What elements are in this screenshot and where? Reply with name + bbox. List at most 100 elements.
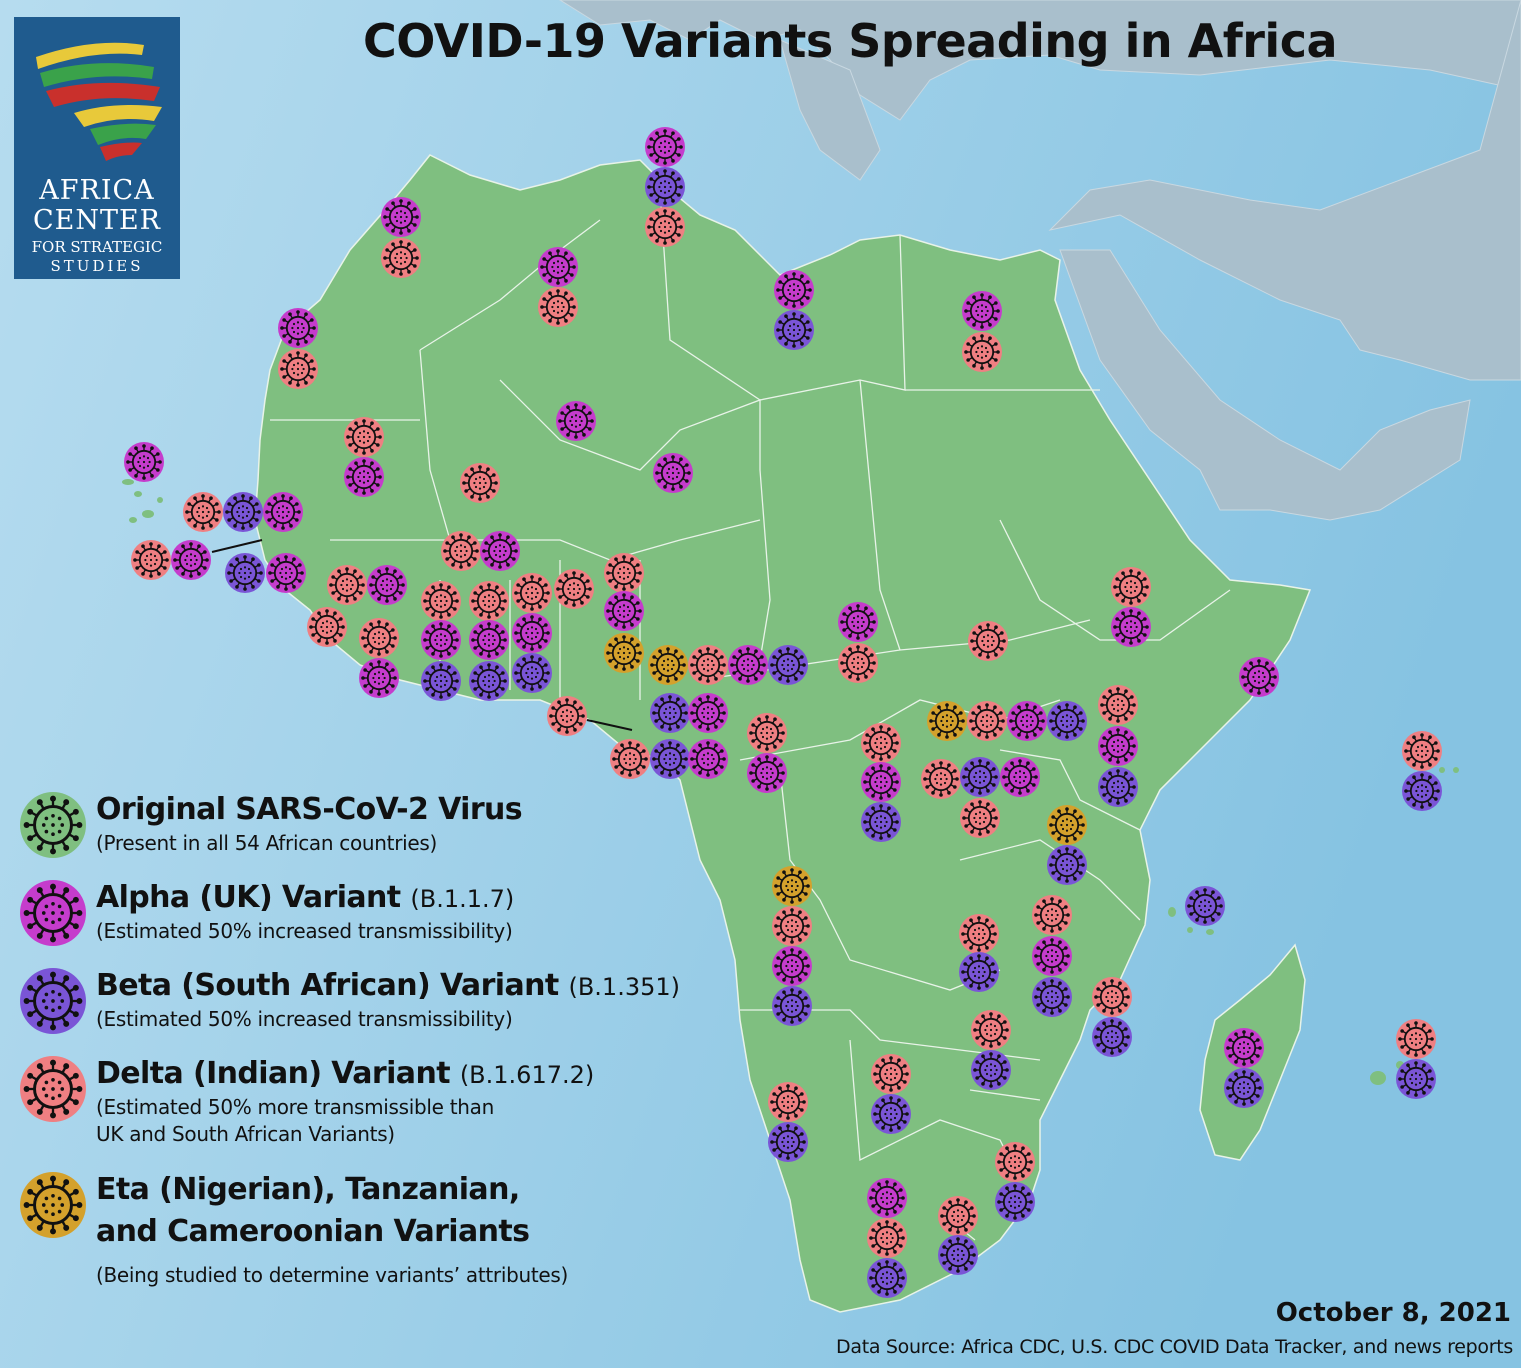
- alpha-virus-marker: [124, 442, 164, 482]
- legend-name: Eta (Nigerian), Tanzanian,: [96, 1172, 520, 1207]
- delta-virus-marker: [307, 607, 347, 647]
- legend-name-text: Delta (Indian) Variant: [96, 1056, 451, 1091]
- beta-virus-marker: [871, 1094, 911, 1134]
- alpha-virus-marker: [381, 197, 421, 237]
- page-title: COVID-19 Variants Spreading in Africa: [362, 14, 1338, 68]
- beta-virus-marker: [650, 739, 690, 779]
- beta-virus-marker: [938, 1235, 978, 1275]
- delta-virus-marker: [768, 1082, 808, 1122]
- delta-virus-marker: [995, 1142, 1035, 1182]
- delta-virus-marker: [1402, 731, 1442, 771]
- beta-virus-marker: [772, 986, 812, 1026]
- alpha-virus-marker: [556, 401, 596, 441]
- beta-virus-marker: [861, 802, 901, 842]
- delta-virus-marker: [1092, 977, 1132, 1017]
- legend-name: and Cameroonian Variants: [96, 1214, 530, 1249]
- alpha-virus-marker: [263, 492, 303, 532]
- delta-virus-marker: [183, 492, 223, 532]
- logo-line-1: AFRICA: [39, 175, 155, 206]
- legend-desc: (Present in all 54 African countries): [96, 831, 438, 855]
- beta-virus-marker: [1047, 701, 1087, 741]
- delta-virus-marker: [962, 332, 1002, 372]
- alpha-virus-marker: [747, 753, 787, 793]
- eta-virus-marker: [1047, 805, 1087, 845]
- legend-name: Delta (Indian) Variant (B.1.617.2): [96, 1056, 594, 1091]
- delta-virus-marker: [421, 581, 461, 621]
- beta-virus-icon: [20, 968, 86, 1034]
- delta-virus-marker: [1111, 567, 1151, 607]
- eta-virus-icon: [20, 1172, 86, 1238]
- legend-desc: (Estimated 50% more transmissible than: [96, 1095, 494, 1119]
- eta-virus-marker: [772, 866, 812, 906]
- beta-virus-marker: [512, 653, 552, 693]
- alpha-virus-marker: [861, 762, 901, 802]
- delta-virus-marker: [1098, 685, 1138, 725]
- beta-virus-marker: [995, 1182, 1035, 1222]
- delta-virus-marker: [960, 798, 1000, 838]
- beta-virus-marker: [959, 952, 999, 992]
- delta-virus-marker: [688, 645, 728, 685]
- delta-virus-marker: [1396, 1019, 1436, 1059]
- delta-virus-marker: [871, 1054, 911, 1094]
- alpha-virus-marker: [538, 247, 578, 287]
- logo-line-4: STUDIES: [50, 257, 144, 275]
- alpha-virus-marker: [645, 127, 685, 167]
- other-landmasses: [559, 0, 1521, 521]
- delta-virus-marker: [547, 696, 587, 736]
- beta-virus-marker: [20, 968, 86, 1034]
- alpha-virus-marker: [772, 946, 812, 986]
- alpha-virus-marker: [278, 308, 318, 348]
- legend-desc: (Estimated 50% increased transmissibilit…: [96, 1007, 513, 1031]
- alpha-virus-icon: [20, 880, 86, 946]
- delta-virus-marker: [20, 1056, 86, 1122]
- legend-desc: (Being studied to determine variants’ at…: [96, 1263, 569, 1287]
- data-source: Data Source: Africa CDC, U.S. CDC COVID …: [836, 1336, 1513, 1358]
- delta-virus-marker: [921, 759, 961, 799]
- alpha-virus-marker: [480, 531, 520, 571]
- delta-virus-marker: [327, 565, 367, 605]
- alpha-virus-marker: [20, 880, 86, 946]
- logo-line-2: CENTER: [32, 205, 162, 236]
- alpha-virus-marker: [688, 693, 728, 733]
- variant-markers: [124, 127, 1442, 1298]
- beta-virus-marker: [971, 1050, 1011, 1090]
- delta-virus-marker: [747, 713, 787, 753]
- legend-desc: (Estimated 50% increased transmissibilit…: [96, 919, 513, 943]
- delta-virus-marker: [968, 621, 1008, 661]
- legend-name: Alpha (UK) Variant (B.1.1.7): [96, 880, 514, 915]
- logo: AFRICA CENTER FOR STRATEGIC STUDIES: [14, 17, 180, 279]
- legend-code: (B.1.617.2): [459, 1061, 595, 1089]
- delta-virus-marker: [610, 739, 650, 779]
- alpha-virus-marker: [367, 565, 407, 605]
- delta-virus-marker: [959, 914, 999, 954]
- beta-virus-marker: [1185, 886, 1225, 926]
- legend-name-text: Alpha (UK) Variant: [96, 880, 401, 915]
- delta-virus-marker: [538, 287, 578, 327]
- delta-virus-marker: [381, 238, 421, 278]
- original-virus-icon: [20, 792, 86, 858]
- alpha-virus-marker: [1032, 936, 1072, 976]
- alpha-virus-marker: [688, 739, 728, 779]
- africa-stripes-logo-icon: [36, 42, 162, 161]
- alpha-virus-marker: [1000, 757, 1040, 797]
- delta-virus-marker: [131, 540, 171, 580]
- alpha-virus-marker: [1007, 701, 1047, 741]
- delta-virus-marker: [441, 531, 481, 571]
- delta-virus-marker: [460, 463, 500, 503]
- beta-virus-marker: [867, 1258, 907, 1298]
- beta-virus-marker: [469, 661, 509, 701]
- delta-virus-marker: [604, 553, 644, 593]
- beta-virus-marker: [650, 693, 690, 733]
- beta-virus-marker: [421, 661, 461, 701]
- beta-virus-marker: [1402, 771, 1442, 811]
- beta-virus-marker: [1224, 1068, 1264, 1108]
- beta-virus-marker: [1396, 1059, 1436, 1099]
- original-virus-marker: [20, 792, 86, 858]
- date-label: October 8, 2021: [1275, 1298, 1511, 1328]
- alpha-virus-marker: [1224, 1028, 1264, 1068]
- leader-lines: [211, 539, 633, 731]
- legend-code: (B.1.351): [568, 973, 680, 1001]
- delta-virus-marker: [838, 643, 878, 683]
- alpha-virus-marker: [1111, 607, 1151, 647]
